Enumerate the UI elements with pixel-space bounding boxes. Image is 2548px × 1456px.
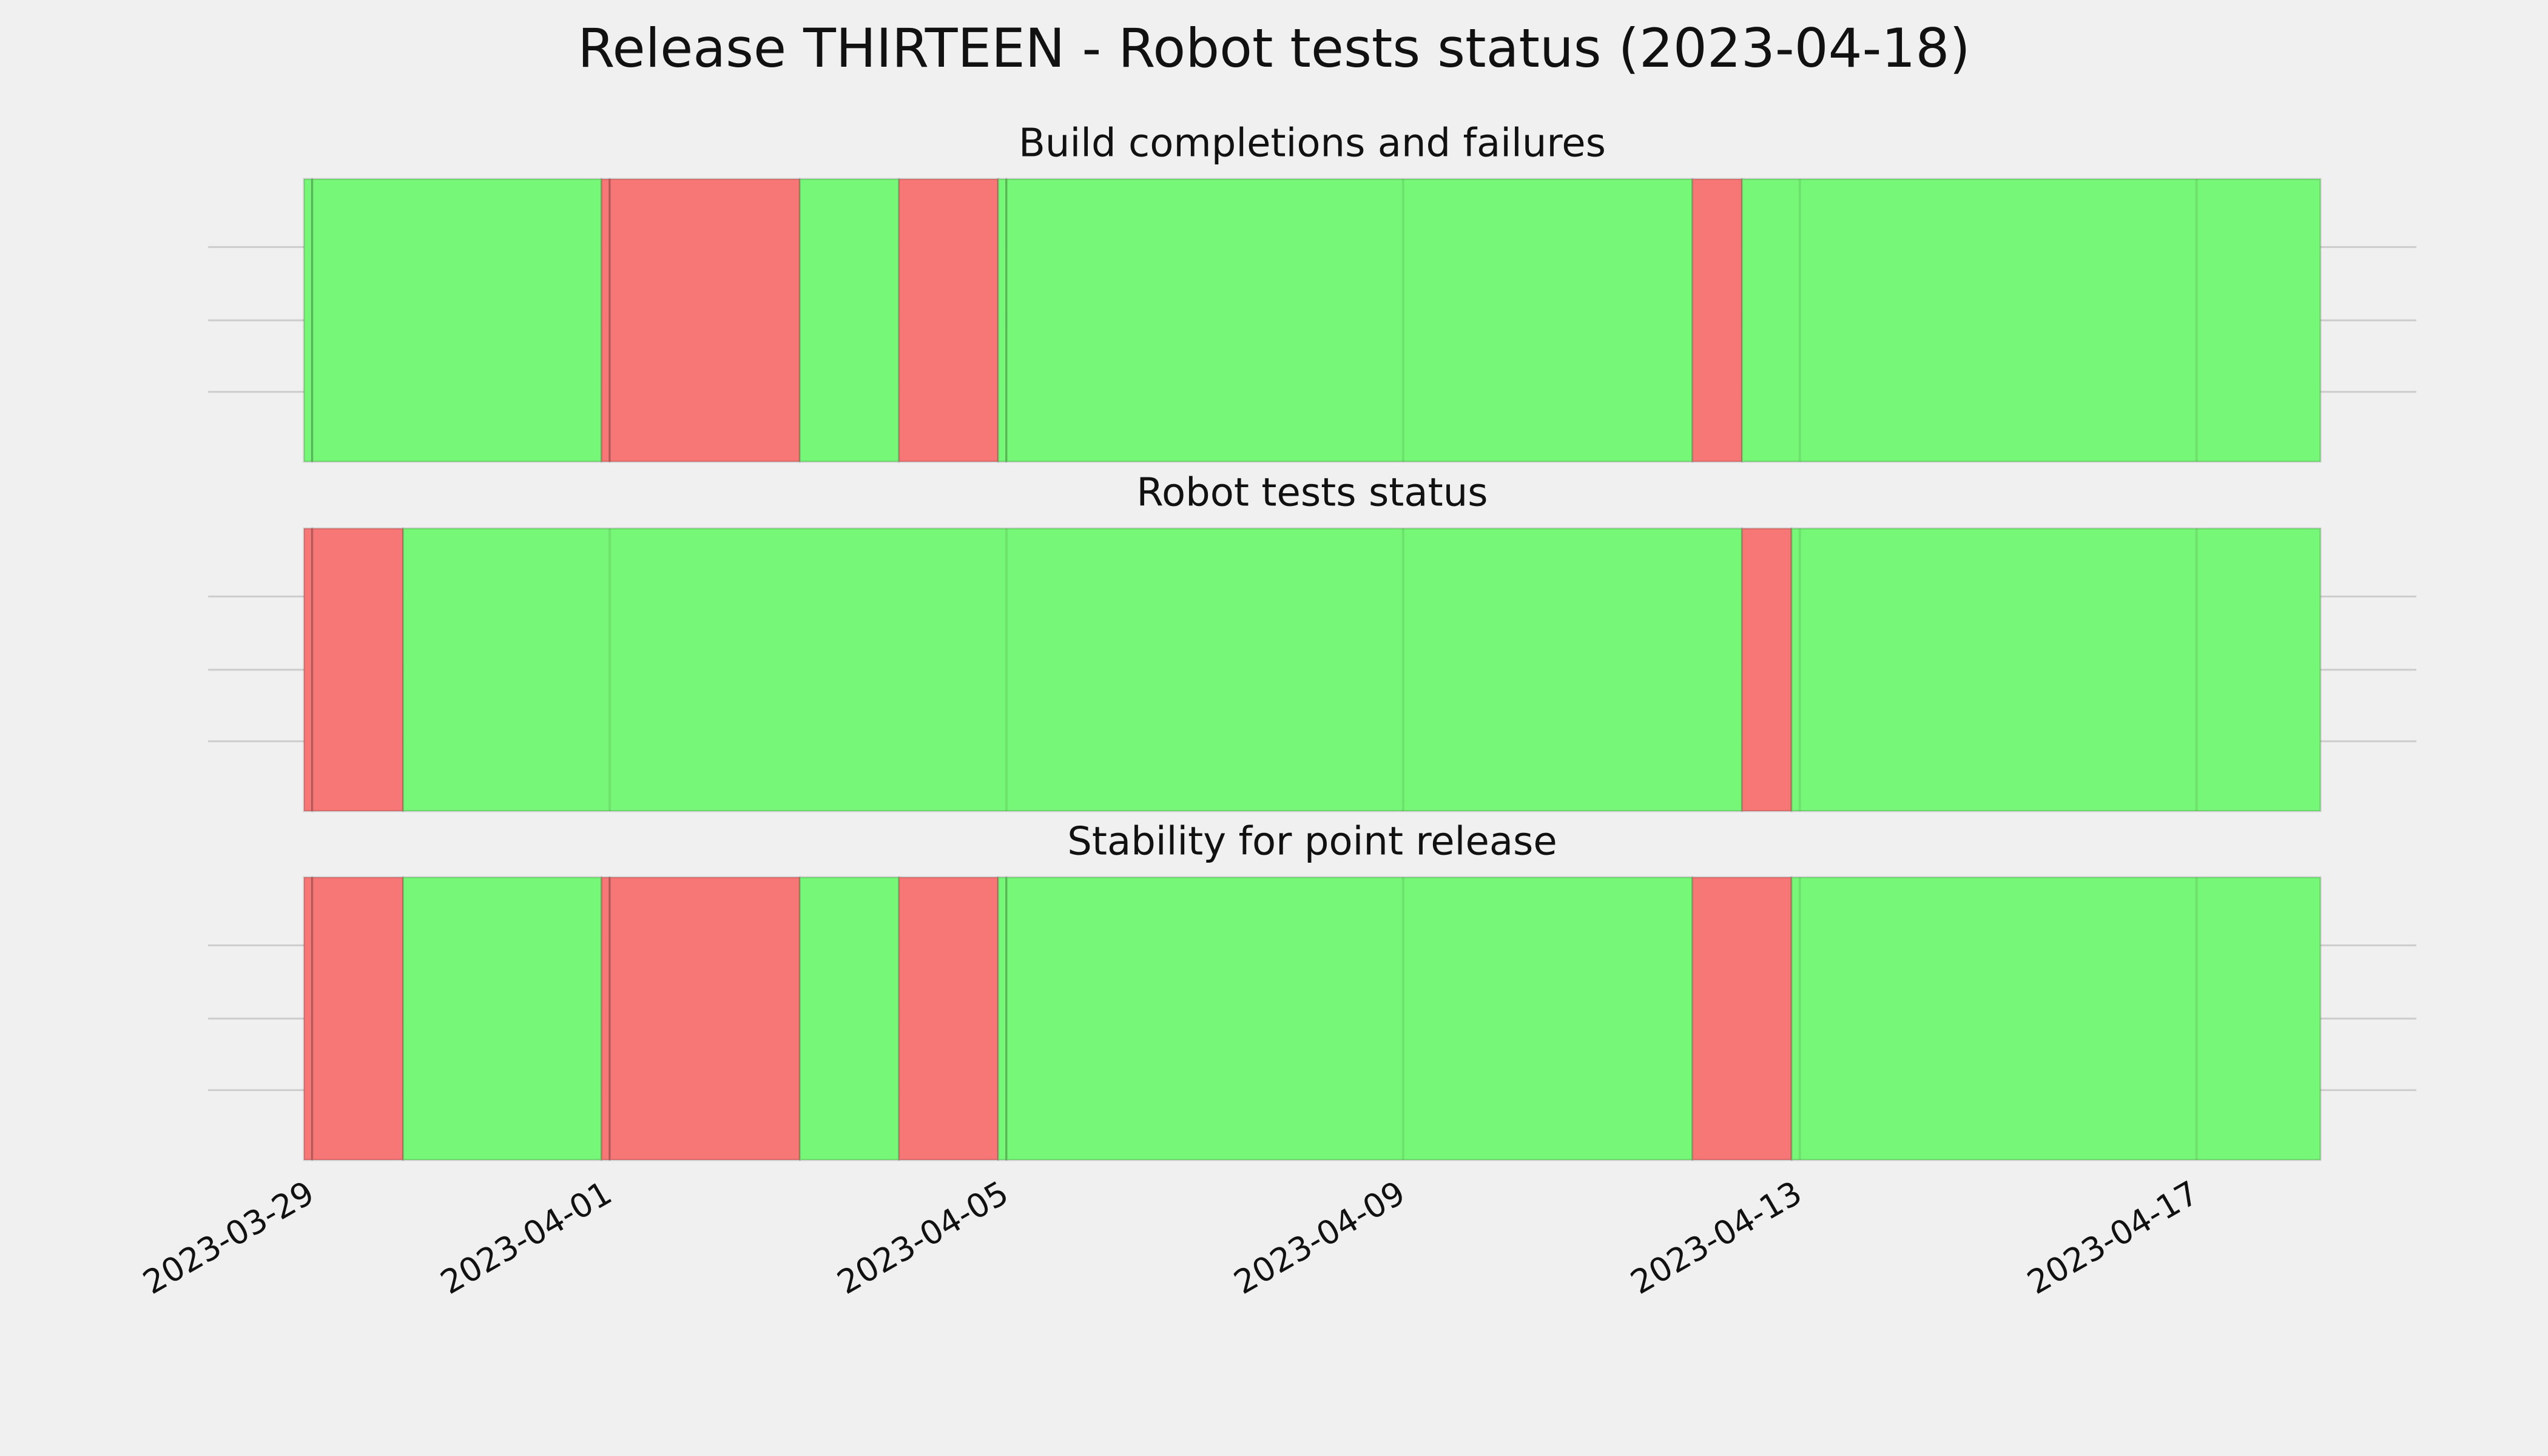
status-span: [1790, 527, 2322, 812]
status-span: [1005, 876, 1694, 1161]
status-span: [798, 876, 900, 1161]
panel-title: Stability for point release: [1067, 820, 1557, 864]
status-span: [1741, 178, 2322, 463]
status-span: [402, 876, 602, 1161]
status-span: [303, 527, 314, 812]
status-span: [1005, 178, 1694, 463]
status-span: [600, 178, 611, 463]
x-tick-label: 2023-04-13: [1624, 1173, 1808, 1301]
status-span: [608, 178, 801, 463]
status-span: [311, 527, 404, 812]
status-span: [303, 178, 314, 463]
x-tick-label: 2023-03-29: [136, 1173, 320, 1301]
status-span: [997, 178, 1008, 463]
status-span: [311, 178, 602, 463]
chart-title: Release THIRTEEN - Robot tests status (2…: [578, 17, 1970, 79]
x-tick-label: 2023-04-17: [2021, 1173, 2205, 1301]
x-tick-label: 2023-04-09: [1227, 1173, 1411, 1301]
status-span: [600, 876, 611, 1161]
x-tick-label: 2023-04-05: [831, 1173, 1014, 1301]
status-span: [798, 178, 900, 463]
status-span: [311, 876, 404, 1161]
panel-title: Robot tests status: [1136, 471, 1488, 516]
status-span: [997, 876, 1008, 1161]
x-tick-label: 2023-04-01: [434, 1173, 618, 1301]
status-span: [1691, 178, 1743, 463]
status-span: [898, 876, 999, 1161]
status-span: [608, 876, 801, 1161]
status-span: [1790, 876, 2322, 1161]
status-span: [1741, 527, 1793, 812]
status-span: [402, 527, 1743, 812]
status-span: [303, 876, 314, 1161]
status-span: [898, 178, 999, 463]
status-span: [1691, 876, 1793, 1161]
panel-title: Build completions and failures: [1019, 121, 1606, 166]
